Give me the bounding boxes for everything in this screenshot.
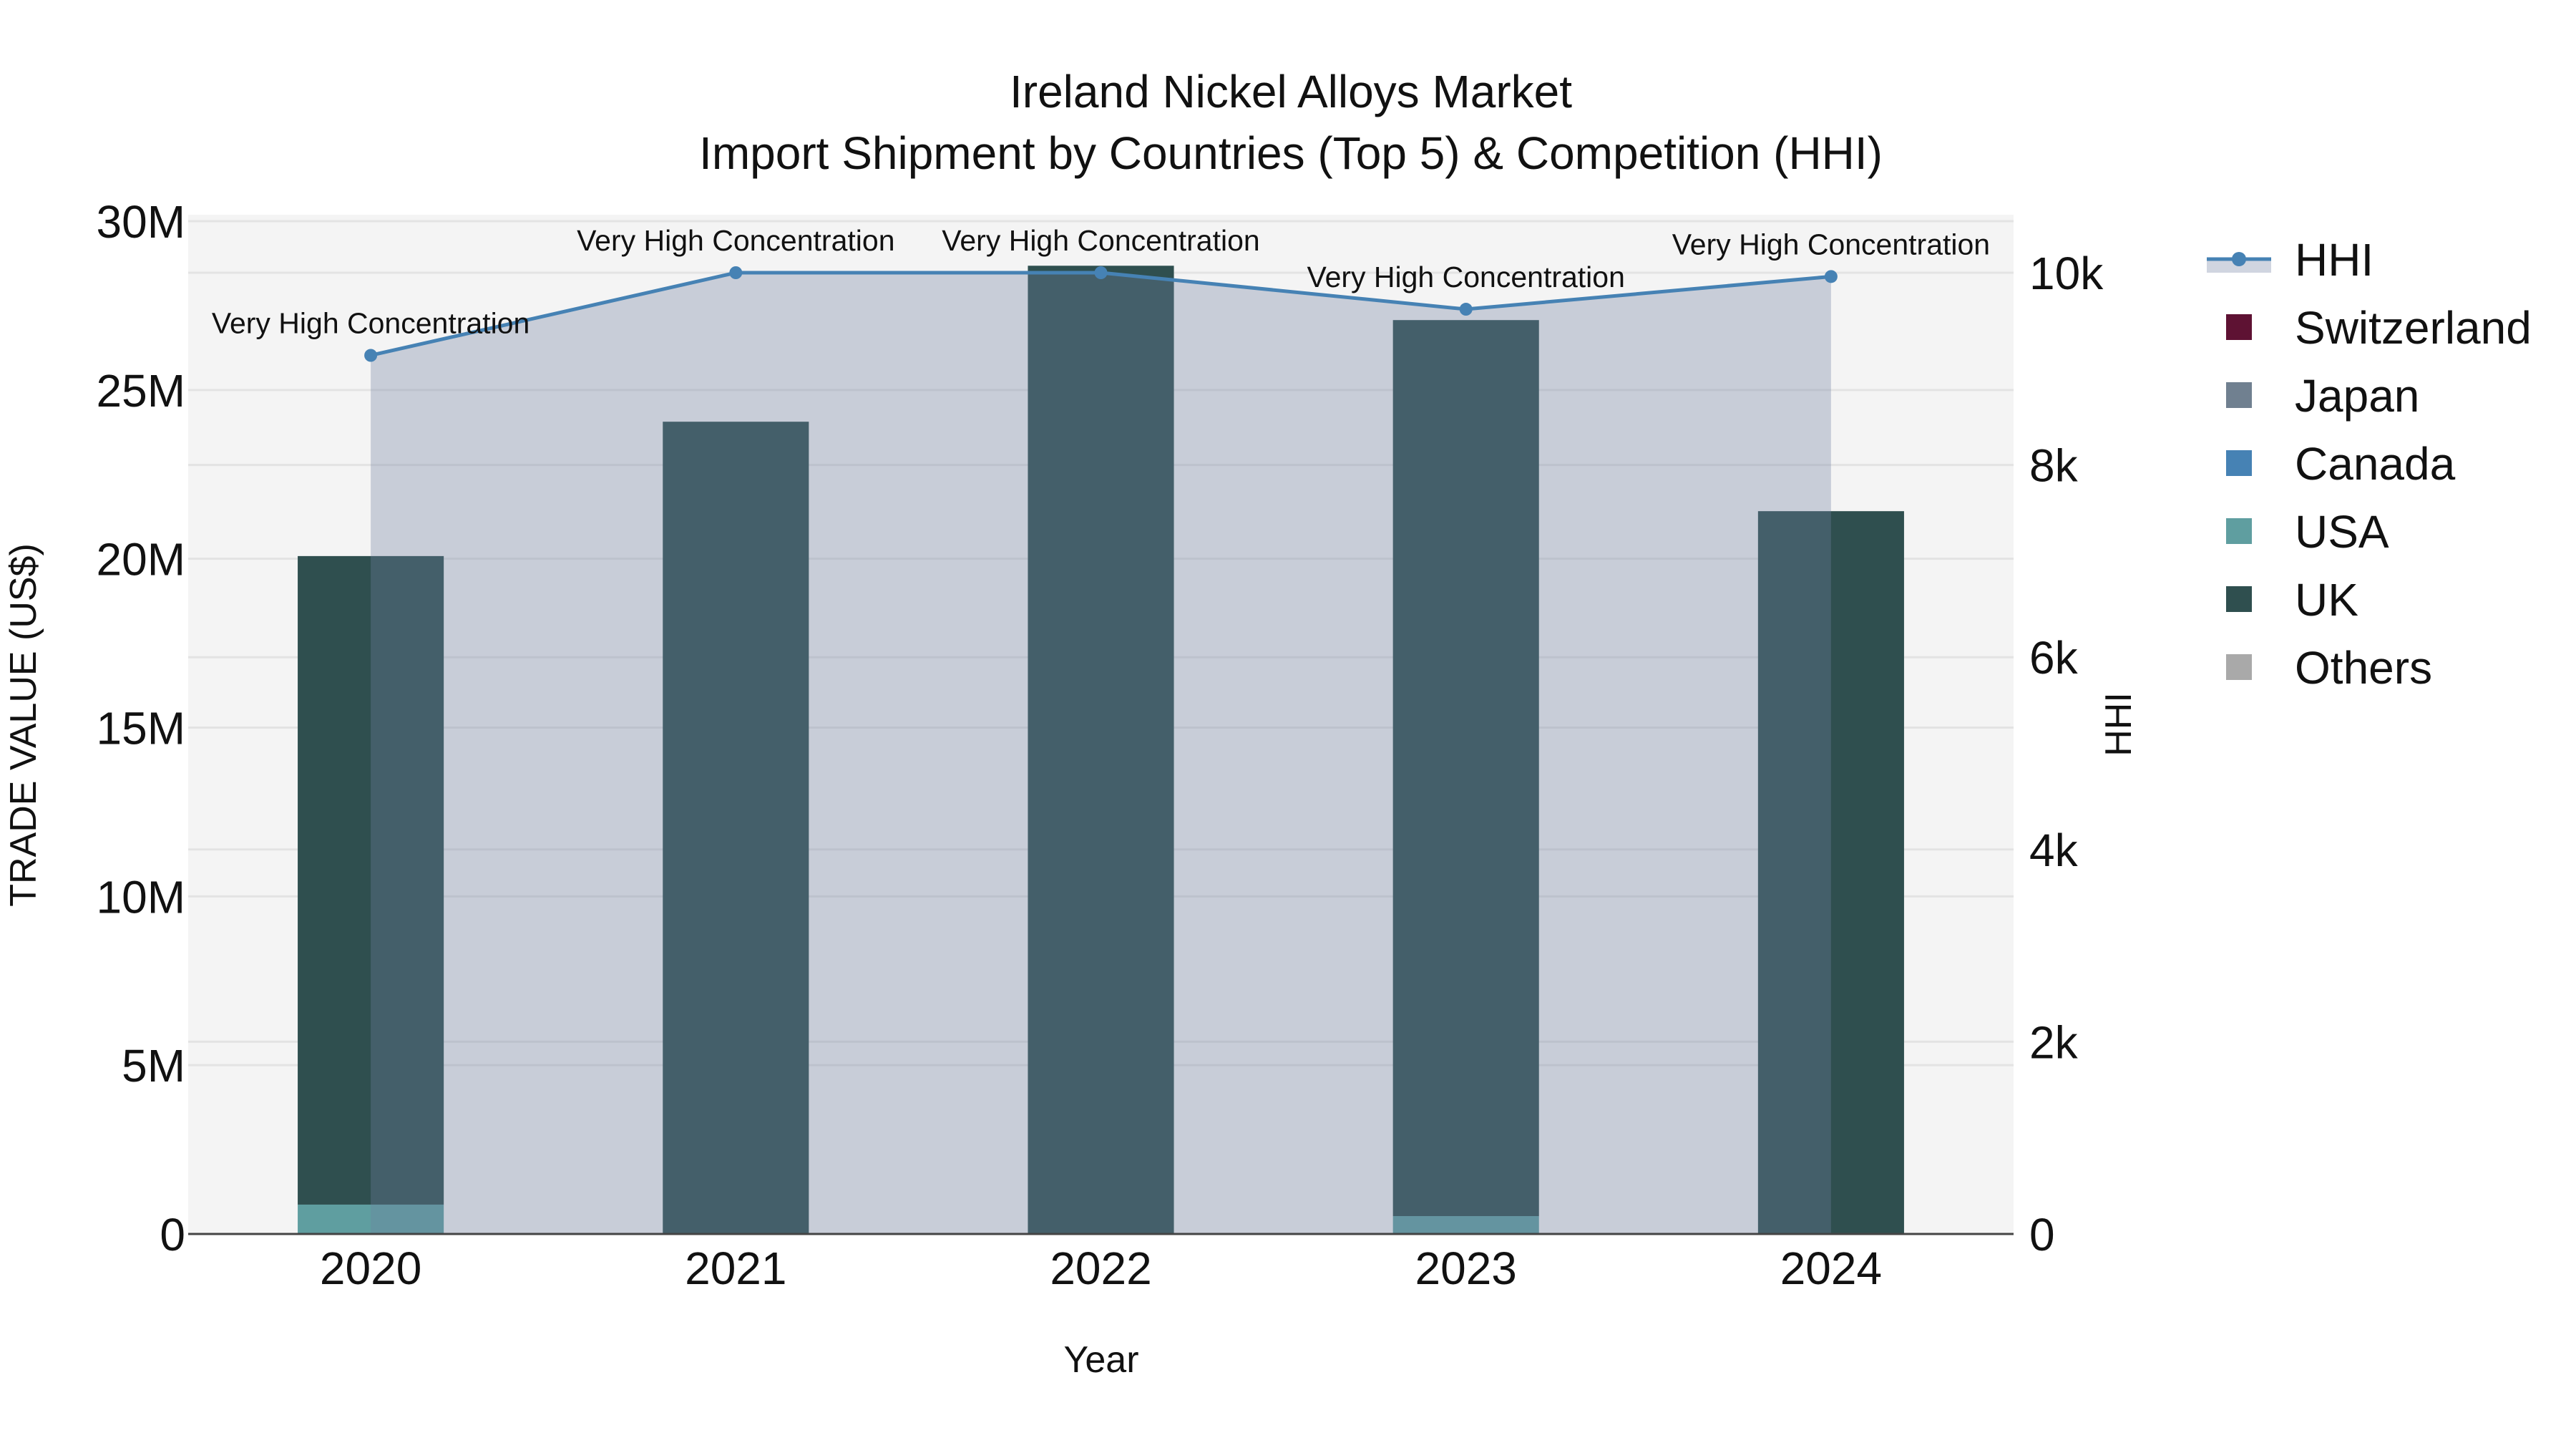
legend-label: USA xyxy=(2295,506,2389,558)
y2-tick-label: 10k xyxy=(2029,248,2104,299)
hhi-annotation-2023: Very High Concentration xyxy=(1307,261,1624,293)
hhi-annotations: Very High Concentration Very High Concent… xyxy=(212,224,1990,339)
hhi-marker-2021 xyxy=(729,266,743,279)
y2-tick-label: 0 xyxy=(2029,1209,2055,1260)
hhi-area xyxy=(371,273,1831,1234)
y-tick-label: 25M xyxy=(97,365,186,417)
bar-stack-2023 xyxy=(1392,320,1539,1234)
y-tick-label: 30M xyxy=(97,196,186,248)
y2-tick-label: 8k xyxy=(2029,440,2079,492)
y-tick-label: 15M xyxy=(97,703,186,754)
legend-label: Canada xyxy=(2295,438,2456,490)
hhi-marker-2024 xyxy=(1824,270,1838,283)
x-axis-title: Year xyxy=(1063,1339,1138,1381)
bar-usa-2020 xyxy=(298,1204,444,1234)
legend-swatch-icon xyxy=(2226,518,2252,544)
legend-item-canada[interactable]: Canada xyxy=(2226,438,2456,490)
bar-stack-2020 xyxy=(298,555,444,1234)
x-tick-label: 2021 xyxy=(685,1243,786,1294)
legend: HHI Switzerland Japan Canada USA UK Others xyxy=(2207,234,2532,694)
legend-label: UK xyxy=(2295,574,2358,626)
bar-series xyxy=(298,266,1904,1235)
chart-title: Ireland Nickel Alloys Market Import Ship… xyxy=(699,66,1883,179)
y-axis-title: TRADE VALUE (US$) xyxy=(3,543,44,907)
legend-label: Others xyxy=(2295,642,2432,694)
legend-label: HHI xyxy=(2295,234,2373,286)
title-line-1: Ireland Nickel Alloys Market xyxy=(1010,66,1572,117)
x-tick-label: 2022 xyxy=(1050,1243,1151,1294)
bar-uk-2023 xyxy=(1392,320,1539,1217)
legend-item-usa[interactable]: USA xyxy=(2226,506,2389,558)
hhi-marker-2022 xyxy=(1094,266,1108,279)
y-tick-label: 10M xyxy=(97,871,186,923)
y2-tick-label: 2k xyxy=(2029,1016,2079,1068)
hhi-marker-2023 xyxy=(1459,303,1473,316)
legend-item-hhi[interactable]: HHI xyxy=(2207,234,2373,286)
x-axis-ticks: 2020 2021 2022 2023 2024 xyxy=(320,1243,1882,1294)
hhi-area-fill xyxy=(371,273,1831,1234)
bar-uk-2020 xyxy=(298,555,444,1205)
hhi-annotation-2024: Very High Concentration xyxy=(1672,228,1990,261)
legend-swatch-icon xyxy=(2226,314,2252,340)
hhi-annotation-2020: Very High Concentration xyxy=(212,306,530,339)
y-tick-label: 5M xyxy=(122,1040,185,1092)
y2-axis-ticks: 0 2k 4k 6k 8k 10k xyxy=(2029,248,2104,1260)
y2-axis-title: HHI xyxy=(2098,692,2140,757)
legend-swatch-icon xyxy=(2226,654,2252,680)
legend-swatch-icon xyxy=(2226,382,2252,408)
bar-uk-2022 xyxy=(1028,266,1174,1234)
bar-usa-2023 xyxy=(1392,1216,1539,1234)
legend-item-uk[interactable]: UK xyxy=(2226,574,2358,626)
y-tick-label: 0 xyxy=(160,1209,185,1260)
legend-item-japan[interactable]: Japan xyxy=(2226,370,2419,422)
x-tick-label: 2024 xyxy=(1780,1243,1882,1294)
legend-label: Japan xyxy=(2295,370,2419,422)
legend-item-switzerland[interactable]: Switzerland xyxy=(2226,302,2532,354)
legend-swatch-icon xyxy=(2226,450,2252,476)
legend-marker-icon xyxy=(2232,252,2246,266)
y-axis-ticks: 0 5M 10M 15M 20M 25M 30M xyxy=(97,196,186,1260)
hhi-annotation-2022: Very High Concentration xyxy=(942,224,1259,257)
bar-uk-2021 xyxy=(663,422,809,1235)
title-line-2: Import Shipment by Countries (Top 5) & C… xyxy=(699,127,1883,179)
bar-stack-2022 xyxy=(1028,266,1174,1234)
legend-label: Switzerland xyxy=(2295,302,2532,354)
bar-stack-2021 xyxy=(663,422,809,1235)
x-tick-label: 2023 xyxy=(1415,1243,1517,1294)
bar-stack-2024 xyxy=(1757,511,1904,1234)
hhi-marker-2020 xyxy=(364,349,378,362)
hhi-line-series xyxy=(364,266,1838,362)
y2-tick-label: 6k xyxy=(2029,632,2079,684)
x-tick-label: 2020 xyxy=(320,1243,421,1294)
y-tick-label: 20M xyxy=(97,534,186,585)
bar-uk-2024 xyxy=(1757,511,1904,1234)
legend-swatch-icon xyxy=(2226,586,2252,612)
legend-item-others[interactable]: Others xyxy=(2226,642,2432,694)
y2-tick-label: 4k xyxy=(2029,825,2079,876)
hhi-annotation-2021: Very High Concentration xyxy=(577,224,894,257)
